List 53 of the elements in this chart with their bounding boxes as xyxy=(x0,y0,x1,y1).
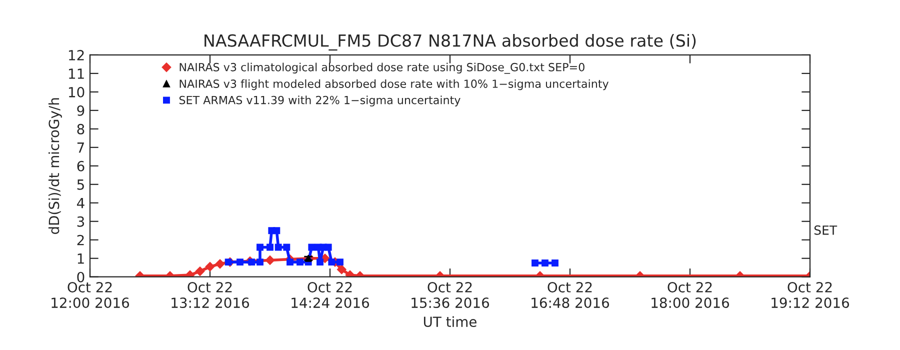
chart-title: NASAAFRCMUL_FM5 DC87 N817NA absorbed dose rate (Si) xyxy=(204,34,696,51)
point xyxy=(195,266,205,276)
point xyxy=(324,244,332,251)
legend-label: SET ARMAS v11.39 with 22% 1−sigma uncertainty xyxy=(179,96,460,106)
point xyxy=(266,244,274,251)
point xyxy=(224,258,232,266)
y-tick-label: 5 xyxy=(77,180,84,190)
point xyxy=(273,227,280,234)
point xyxy=(542,260,548,266)
x-tick-label: Oct 22 16:48 2016 xyxy=(532,282,610,308)
point xyxy=(286,258,294,266)
legend-label: NAIRAS v3 climatological absorbed dose rate using SiDose_G0.txt SEP=0 xyxy=(180,62,584,74)
point xyxy=(185,270,195,277)
point xyxy=(205,262,215,272)
point xyxy=(308,244,316,251)
point xyxy=(296,258,304,266)
y-tick-label: 4 xyxy=(76,198,84,208)
y-tick-label: 6 xyxy=(77,160,84,172)
x-axis-title: UT time xyxy=(424,316,476,328)
x-tick-label: Oct 22 13:12 2016 xyxy=(172,282,250,308)
point xyxy=(256,244,264,251)
point xyxy=(248,258,256,266)
x-tick-label: Oct 22 18:00 2016 xyxy=(652,282,730,308)
y-tick-label: 2 xyxy=(77,234,84,246)
y-tick-label: 11 xyxy=(68,68,84,79)
y-tick-label: 0 xyxy=(77,272,84,282)
point xyxy=(215,259,225,269)
point xyxy=(328,258,336,266)
x-tick-label: Oct 22 14:24 2016 xyxy=(292,282,370,308)
point xyxy=(337,264,346,274)
y-tick-label: 12 xyxy=(68,50,84,60)
point xyxy=(345,270,355,277)
y-tick-label: 9 xyxy=(77,105,84,116)
point xyxy=(316,258,324,266)
y-tick-label: 1 xyxy=(78,254,84,264)
y-axis-title: dD(Si)/dt microGy/h xyxy=(48,98,62,234)
point xyxy=(265,256,275,265)
point xyxy=(236,258,244,266)
point xyxy=(283,244,290,251)
legend-label: NAIRAS v3 flight modeled absorbed dose rate with 10% 1−sigma uncertainty xyxy=(180,79,609,90)
point xyxy=(532,260,538,266)
point xyxy=(274,244,282,251)
x-tick-label: Oct 22 12:00 2016 xyxy=(52,282,130,308)
y-tick-label: 10 xyxy=(68,86,84,98)
y-tick-label: 3 xyxy=(77,216,84,227)
point xyxy=(552,260,558,266)
y-tick-label: 8 xyxy=(77,124,84,134)
point xyxy=(256,258,264,266)
point xyxy=(336,258,344,266)
text: SET xyxy=(814,225,838,235)
x-tick-label: Oct 22 15:36 2016 xyxy=(412,282,490,308)
x-tick-label: Oct 22 19:12 2016 xyxy=(772,282,850,308)
y-tick-label: 7 xyxy=(77,142,84,153)
